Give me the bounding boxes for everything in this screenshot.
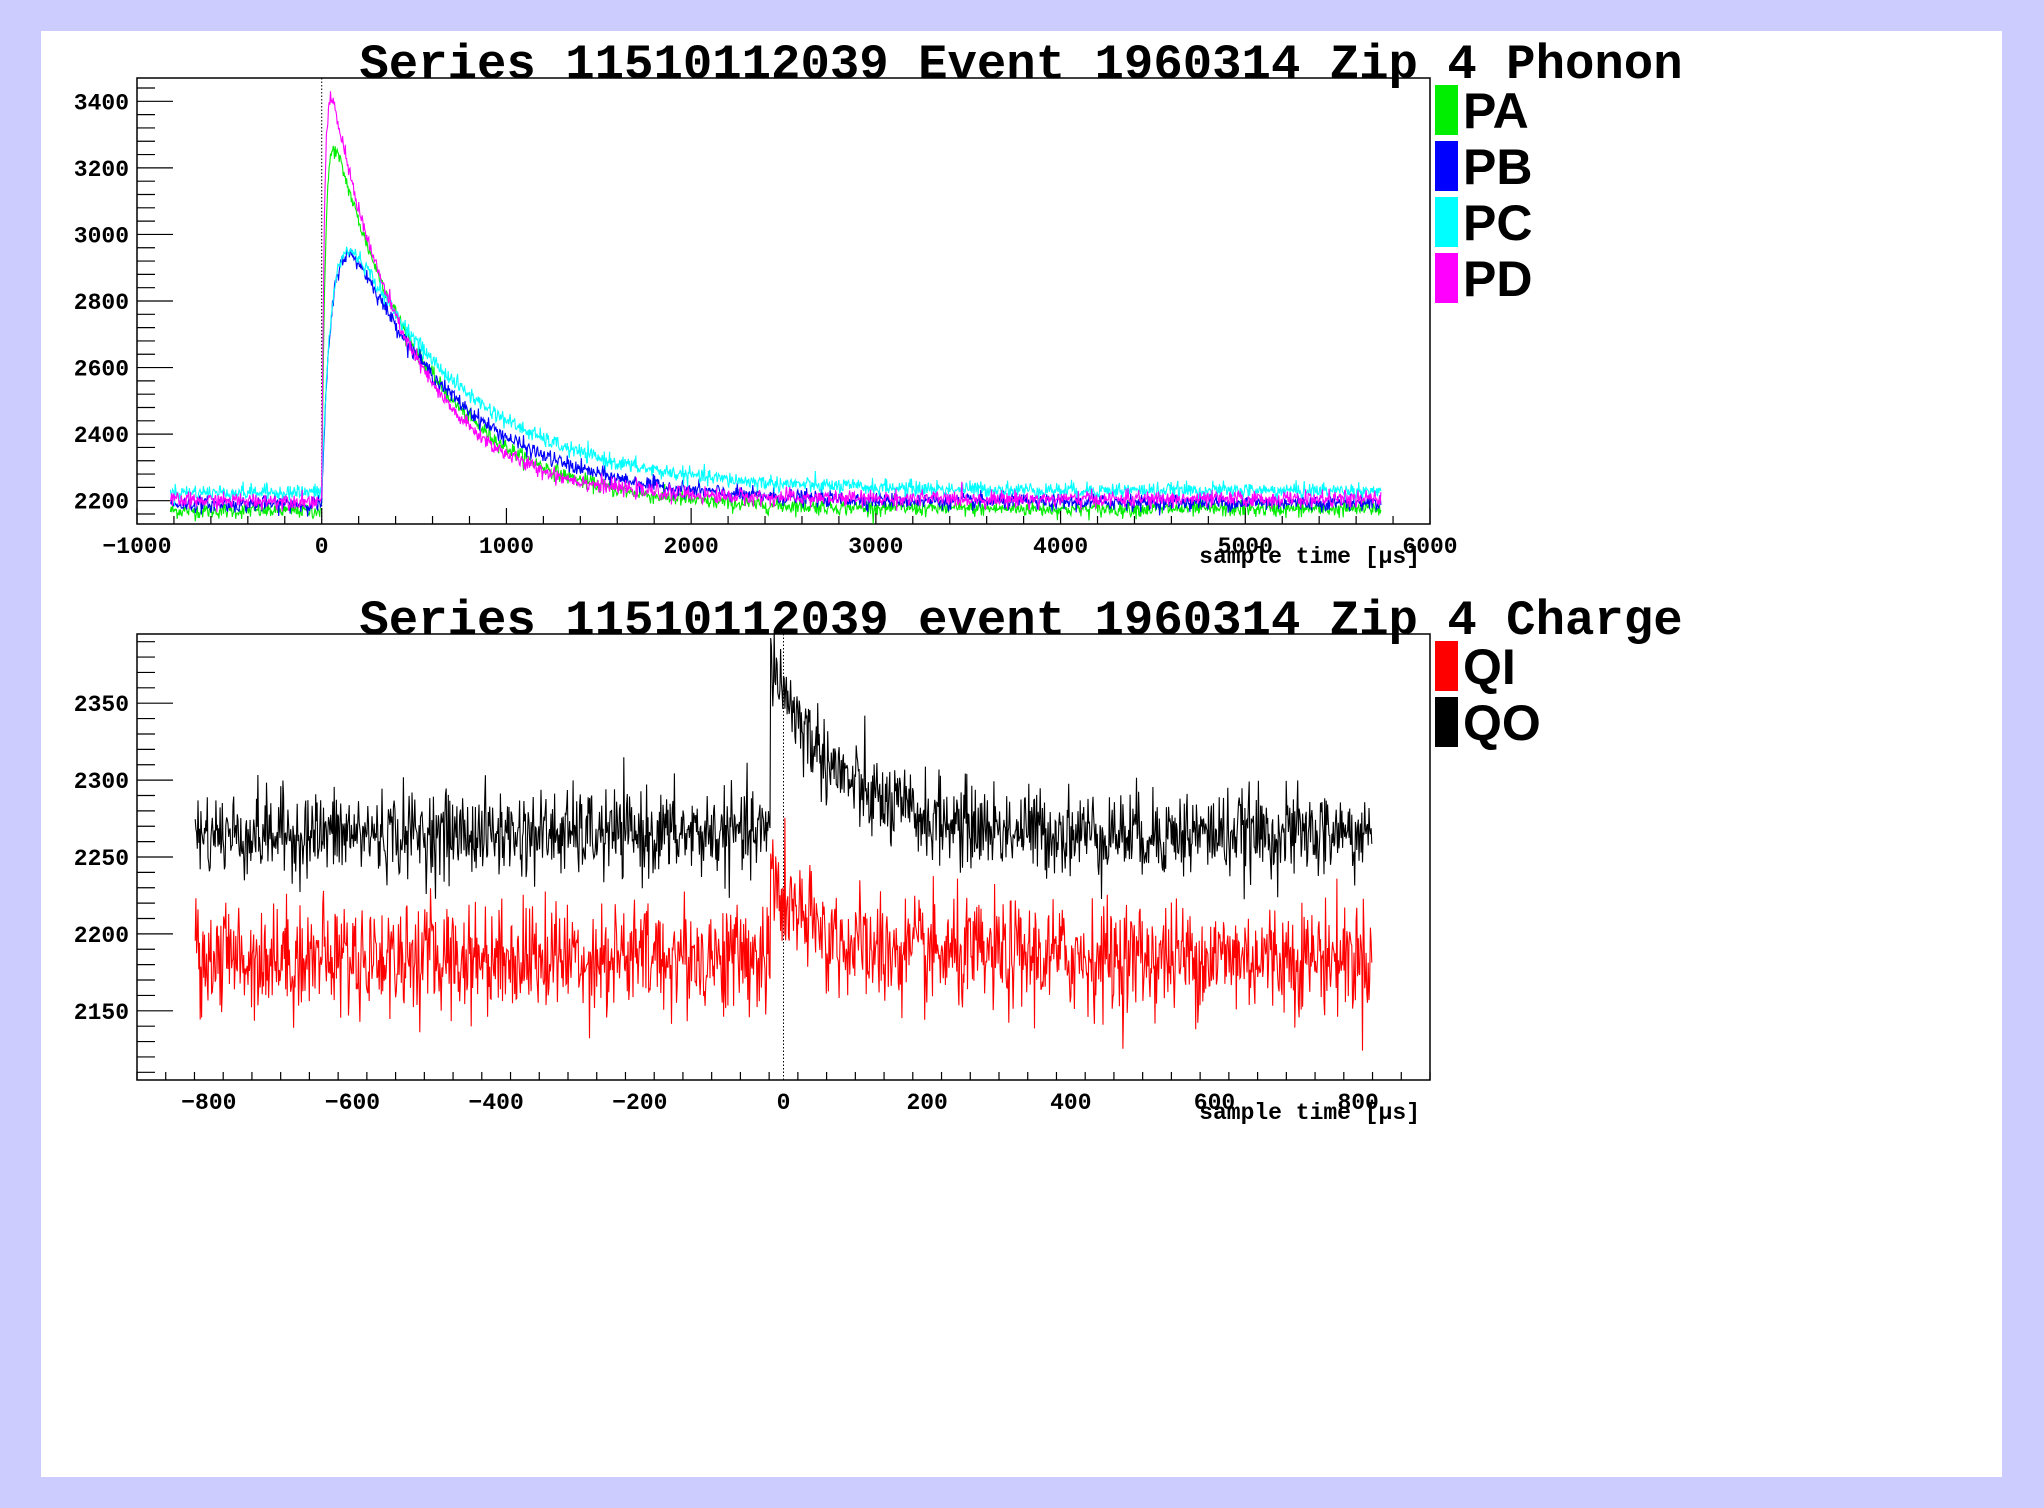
x-tick-label: 0 xyxy=(777,1090,791,1116)
y-tick-label: 2350 xyxy=(74,692,129,718)
series-line-qi xyxy=(194,817,1373,1051)
charge-title: Series 11510112039 event 1960314 Zip 4 C… xyxy=(359,593,1682,649)
phonon-title: Series 11510112039 Event 1960314 Zip 4 P… xyxy=(359,37,1682,93)
charge-panel: Series 11510112039 event 1960314 Zip 4 C… xyxy=(74,593,1683,1126)
series-line-pa xyxy=(169,145,1382,524)
y-tick-label: 3200 xyxy=(74,157,129,183)
legend-swatch-pc xyxy=(1435,197,1458,247)
canvas-frame: Series 11510112039 Event 1960314 Zip 4 P… xyxy=(41,31,2002,1477)
legend-swatch-qo xyxy=(1435,697,1458,747)
legend-label-qi: QI xyxy=(1463,639,1516,695)
y-tick-label: 2600 xyxy=(74,357,129,383)
y-tick-label: 2300 xyxy=(74,769,129,795)
x-tick-label: 1000 xyxy=(479,534,534,560)
legend-swatch-pd xyxy=(1435,253,1458,303)
y-tick-label: 2800 xyxy=(74,290,129,316)
y-tick-label: 2400 xyxy=(74,423,129,449)
y-tick-label: 2200 xyxy=(74,490,129,516)
legend-swatch-pa xyxy=(1435,85,1458,135)
legend-swatch-qi xyxy=(1435,641,1458,691)
x-tick-label: 6000 xyxy=(1402,534,1457,560)
x-tick-label: −1000 xyxy=(102,534,171,560)
x-tick-label: 200 xyxy=(906,1090,947,1116)
series-line-pb xyxy=(169,248,1382,517)
x-tick-label: 800 xyxy=(1337,1090,1378,1116)
phonon-x-axis-label: sample time [µs] xyxy=(1199,544,1420,570)
x-tick-label: 3000 xyxy=(848,534,903,560)
x-tick-label: 600 xyxy=(1194,1090,1235,1116)
charge-x-axis-label: sample time [µs] xyxy=(1199,1100,1420,1126)
x-tick-label: −800 xyxy=(181,1090,236,1116)
legend-swatch-pb xyxy=(1435,141,1458,191)
x-tick-label: 400 xyxy=(1050,1090,1091,1116)
x-tick-label: 0 xyxy=(315,534,329,560)
legend-label-pd: PD xyxy=(1463,251,1532,307)
x-tick-label: 4000 xyxy=(1033,534,1088,560)
y-tick-label: 2150 xyxy=(74,1000,129,1026)
x-tick-label: −400 xyxy=(469,1090,524,1116)
phonon-plot-frame xyxy=(136,77,1431,525)
legend-label-qo: QO xyxy=(1463,695,1541,751)
legend-label-pa: PA xyxy=(1463,83,1529,139)
x-tick-label: −200 xyxy=(612,1090,667,1116)
x-tick-label: 5000 xyxy=(1218,534,1273,560)
x-tick-label: 2000 xyxy=(664,534,719,560)
y-tick-label: 3000 xyxy=(74,223,129,249)
x-tick-label: −600 xyxy=(325,1090,380,1116)
phonon-and-charge-plots: Series 11510112039 Event 1960314 Zip 4 P… xyxy=(74,37,1683,1126)
series-line-qo xyxy=(194,629,1373,900)
series-line-pc xyxy=(169,246,1382,506)
series-line-pd xyxy=(169,91,1382,513)
y-tick-label: 2250 xyxy=(74,846,129,872)
legend-label-pb: PB xyxy=(1463,139,1532,195)
legend-label-pc: PC xyxy=(1463,195,1532,251)
y-tick-label: 3400 xyxy=(74,90,129,116)
y-tick-label: 2200 xyxy=(74,923,129,949)
phonon-panel: Series 11510112039 Event 1960314 Zip 4 P… xyxy=(74,37,1683,570)
